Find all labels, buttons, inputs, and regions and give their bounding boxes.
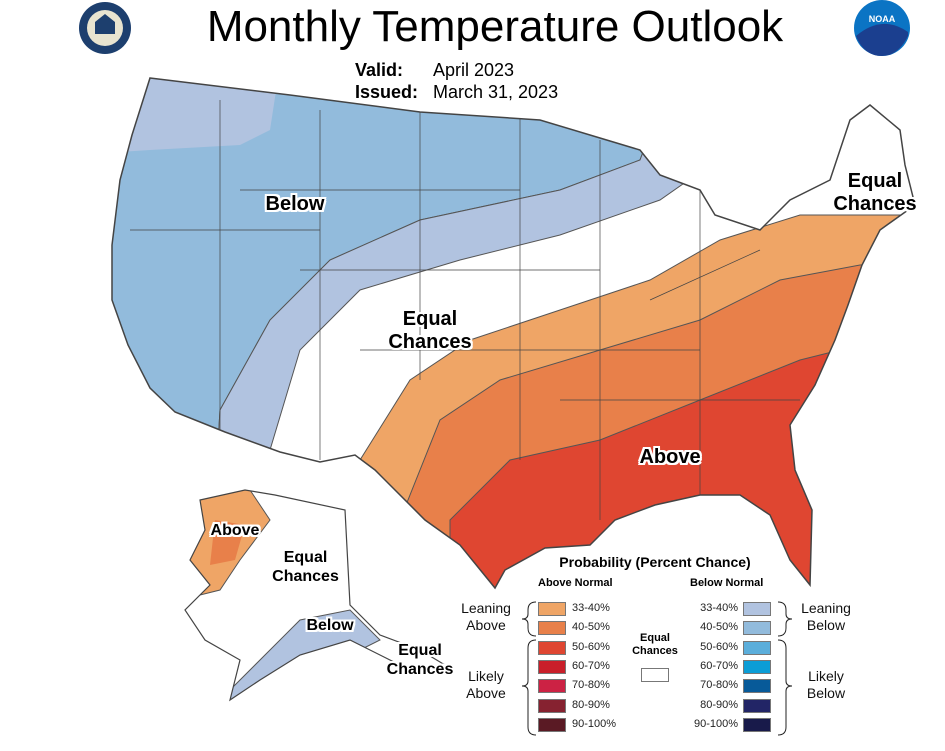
doc-seal-logo: [79, 2, 131, 54]
above-swatch: [538, 640, 566, 655]
above-range-label: 80-90%: [572, 698, 610, 711]
legend-title: Probability (Percent Chance): [559, 554, 751, 570]
label-equal-central: Equal Chances: [388, 308, 472, 353]
above-swatch: [538, 602, 566, 616]
equal-chances-label: Equal Chances: [632, 632, 678, 657]
svg-text:NOAA: NOAA: [869, 14, 896, 24]
below-range-label: 60-70%: [700, 659, 738, 672]
above-swatch: [538, 659, 566, 674]
below-range-label: 80-90%: [700, 698, 738, 711]
issued-line: Issued: March 31, 2023: [355, 82, 559, 102]
above-swatch: [538, 698, 566, 713]
label-below: Below: [265, 193, 325, 215]
above-range-label: 90-100%: [572, 717, 617, 730]
below-range-label: 90-100%: [693, 717, 738, 730]
below-header: Below Normal: [690, 577, 764, 589]
leaning-below-label: Leaning Below: [801, 600, 851, 633]
below-swatch: [743, 621, 771, 636]
above-range-label: 33-40%: [572, 602, 610, 614]
likely-above-label: Likely Above: [466, 668, 506, 701]
legend-braces: [521, 601, 793, 736]
noaa-logo: NOAA: [854, 0, 910, 56]
below-swatch: [743, 717, 771, 732]
below-swatch: [743, 640, 771, 655]
above-swatch: [538, 679, 566, 694]
legend: Probability (Percent Chance) Above Norma…: [450, 550, 945, 750]
page-title: Monthly Temperature Outlook: [206, 2, 784, 51]
below-swatch: [743, 659, 771, 674]
below-swatch: [743, 679, 771, 694]
below-swatch: [743, 698, 771, 713]
equal-chances-swatch: [641, 668, 669, 682]
above-range-label: 60-70%: [572, 659, 610, 672]
above-header: Above Normal: [538, 577, 613, 589]
above-range-label: 50-60%: [572, 640, 610, 653]
label-equal-ne: Equal Chances: [833, 170, 917, 215]
state-borders: [130, 100, 800, 520]
label-above: Above: [639, 446, 701, 468]
below-range-label: 33-40%: [700, 602, 738, 614]
above-range-label: 70-80%: [572, 679, 610, 692]
below-swatch: [743, 602, 771, 616]
above-swatch: [538, 621, 566, 636]
below-range-label: 50-60%: [700, 640, 738, 653]
label-ak-equal-se: Equal Chances: [386, 642, 454, 678]
likely-below-label: Likely Below: [806, 668, 846, 701]
above-range-label: 40-50%: [572, 621, 610, 634]
below-range-label: 70-80%: [700, 679, 738, 692]
label-ak-equal: Equal Chances: [272, 549, 339, 585]
leaning-above-label: Leaning Above: [461, 600, 511, 633]
below-range-label: 40-50%: [700, 621, 738, 634]
label-ak-below: Below: [306, 617, 354, 634]
above-swatch: [538, 717, 566, 732]
label-ak-above: Above: [210, 522, 260, 539]
valid-line: Valid: April 2023: [355, 60, 515, 80]
